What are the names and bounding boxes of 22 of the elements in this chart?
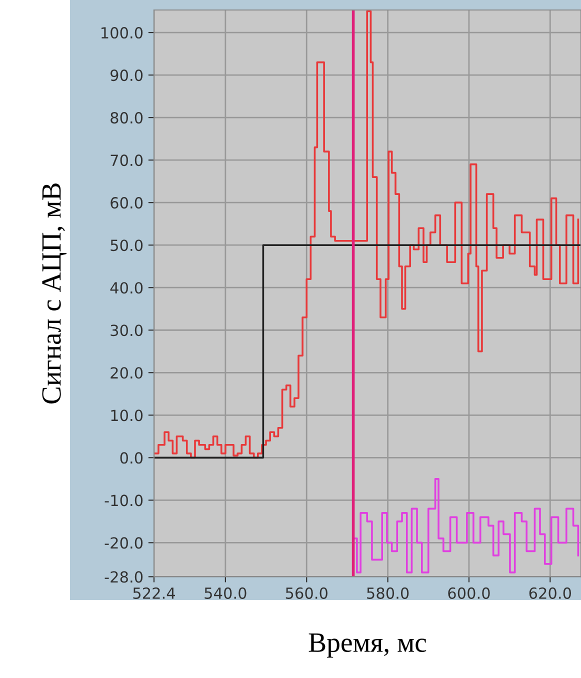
y-tick-label: 30.0 [110, 324, 143, 336]
y-tick-label: 50.0 [110, 240, 143, 252]
x-tick-label: 560.0 [286, 587, 328, 599]
y-tick-label: 70.0 [110, 154, 143, 166]
x-axis-title: Время, мс [308, 634, 426, 658]
x-tick-label: 620.0 [529, 587, 572, 599]
x-tick-label: 580.0 [367, 587, 409, 599]
y-axis-title: Сигнал с АЦП, мВ [42, 183, 67, 404]
y-tick-label: 80.0 [110, 112, 143, 124]
x-tick-label: 540.0 [204, 587, 246, 599]
y-tick-label: 60.0 [110, 197, 143, 209]
y-tick-label: 20.0 [110, 367, 143, 379]
y-tick-label: 40.0 [110, 282, 143, 294]
y-tick-label: -10.0 [104, 494, 143, 506]
y-tick-label: 0.0 [120, 452, 143, 464]
x-tick-label: 522.4 [133, 587, 176, 599]
y-tick-label: 100.0 [102, 26, 143, 39]
x-tick-label: 600.0 [448, 587, 490, 599]
y-tick-label: 10.0 [111, 410, 143, 422]
y-tick-label: -28.0 [104, 571, 143, 583]
y-tick-label: 90.0 [110, 70, 143, 82]
y-tick-label: -20.0 [104, 537, 143, 549]
